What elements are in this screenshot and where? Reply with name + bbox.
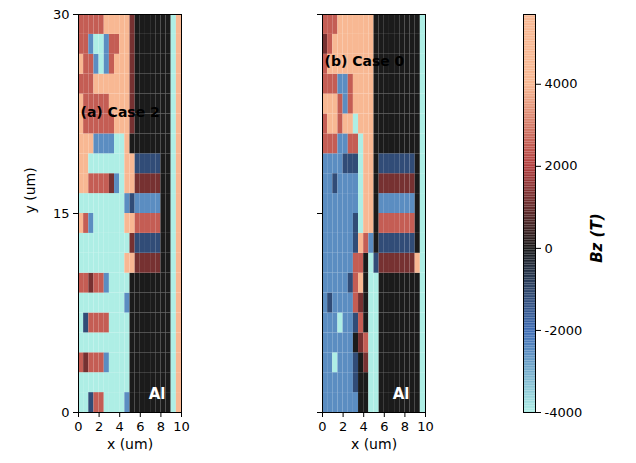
svg-text:0: 0 — [318, 419, 326, 434]
svg-text:10: 10 — [417, 419, 434, 434]
svg-text:x (um): x (um) — [107, 436, 153, 452]
svg-text:6: 6 — [380, 419, 388, 434]
svg-text:x (um): x (um) — [351, 436, 397, 452]
svg-text:4: 4 — [116, 419, 124, 434]
svg-text:2000: 2000 — [545, 158, 578, 173]
svg-text:0: 0 — [545, 241, 553, 256]
svg-text:0: 0 — [61, 405, 69, 420]
svg-text:2: 2 — [339, 419, 347, 434]
svg-text:10: 10 — [173, 419, 190, 434]
svg-text:15: 15 — [53, 206, 70, 221]
svg-text:-4000: -4000 — [545, 405, 583, 420]
svg-text:(a) Case 2: (a) Case 2 — [81, 104, 160, 120]
svg-text:8: 8 — [401, 419, 409, 434]
svg-text:30: 30 — [53, 7, 70, 22]
svg-text:(b) Case 0: (b) Case 0 — [325, 53, 405, 69]
svg-text:Al: Al — [149, 385, 166, 403]
svg-text:0: 0 — [74, 419, 82, 434]
svg-text:8: 8 — [157, 419, 165, 434]
svg-text:Bz (T): Bz (T) — [588, 214, 606, 263]
svg-text:Al: Al — [393, 385, 410, 403]
svg-text:6: 6 — [136, 419, 144, 434]
svg-text:-2000: -2000 — [545, 323, 583, 338]
svg-text:y (um): y (um) — [22, 167, 38, 213]
svg-text:4: 4 — [360, 419, 368, 434]
svg-text:2: 2 — [95, 419, 103, 434]
svg-text:4000: 4000 — [545, 76, 578, 91]
